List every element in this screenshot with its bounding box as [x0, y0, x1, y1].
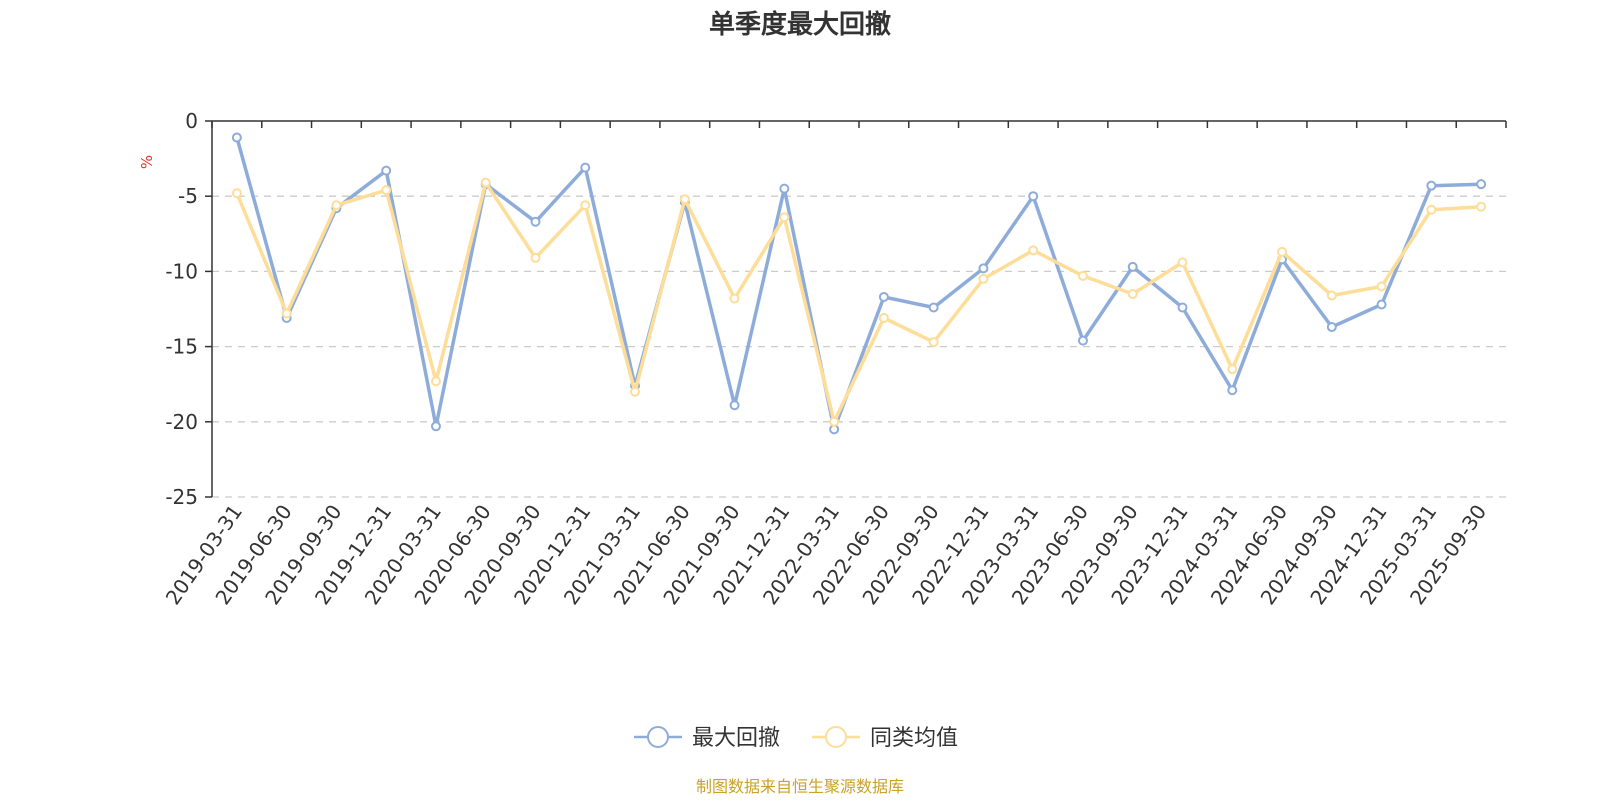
data-point [630, 386, 641, 397]
data-point [231, 132, 242, 143]
data-point [281, 308, 292, 319]
data-point [1028, 245, 1039, 256]
data-point [580, 200, 591, 211]
data-point [679, 194, 690, 205]
data-point [1426, 204, 1437, 215]
series-lines [231, 132, 1487, 435]
data-point [1127, 261, 1138, 272]
data-point [1476, 201, 1487, 212]
data-point [1177, 302, 1188, 313]
data-point [729, 400, 740, 411]
data-point [878, 313, 889, 324]
y-axis-unit: % [138, 155, 156, 169]
legend-marker [825, 726, 847, 748]
data-point [530, 252, 541, 263]
data-point [829, 416, 840, 427]
y-tick-label: -10 [165, 259, 198, 283]
data-point [1227, 385, 1238, 396]
legend-marker [647, 726, 669, 748]
legend[interactable]: 最大回撤 同类均值 [634, 726, 958, 751]
data-point [1376, 299, 1387, 310]
data-point [1326, 290, 1337, 301]
chart-title: 单季度最大回撤 [709, 9, 891, 40]
data-point [779, 212, 790, 223]
data-point [1426, 180, 1437, 191]
data-point [1326, 322, 1337, 333]
data-point [1028, 191, 1039, 202]
data-point [1376, 281, 1387, 292]
y-tick-label: -15 [165, 335, 198, 359]
legend-item[interactable]: 最大回撤 [634, 726, 780, 751]
source-note: 制图数据来自恒生聚源数据库 [696, 777, 904, 796]
data-point [878, 291, 889, 302]
data-point [430, 421, 441, 432]
data-point [1277, 246, 1288, 257]
legend-item[interactable]: 同类均值 [812, 726, 958, 751]
data-point [1177, 257, 1188, 268]
data-point [1077, 335, 1088, 346]
data-point [480, 177, 491, 188]
y-tick-label: -25 [165, 485, 198, 509]
data-point [1476, 179, 1487, 190]
data-point [928, 337, 939, 348]
data-point [729, 293, 740, 304]
data-point [231, 188, 242, 199]
y-tick-label: -20 [165, 410, 198, 434]
data-point [1077, 270, 1088, 281]
axes: 0-5-10-15-20-252019-03-312019-06-302019-… [161, 109, 1507, 609]
data-point [331, 200, 342, 211]
data-point [381, 165, 392, 176]
data-point [530, 216, 541, 227]
data-point [978, 273, 989, 284]
legend-label: 最大回撤 [692, 726, 780, 751]
series-line [235, 180, 1482, 424]
data-point [580, 162, 591, 173]
series-line [235, 137, 1482, 432]
data-point [430, 376, 441, 387]
y-tick-label: 0 [185, 109, 198, 133]
gridlines [212, 195, 1506, 498]
data-point [1227, 364, 1238, 375]
data-point [381, 185, 392, 196]
y-tick-label: -5 [178, 184, 198, 208]
legend-label: 同类均值 [870, 726, 958, 751]
data-point [1127, 288, 1138, 299]
data-point [978, 263, 989, 274]
data-point [928, 302, 939, 313]
data-point [779, 183, 790, 194]
